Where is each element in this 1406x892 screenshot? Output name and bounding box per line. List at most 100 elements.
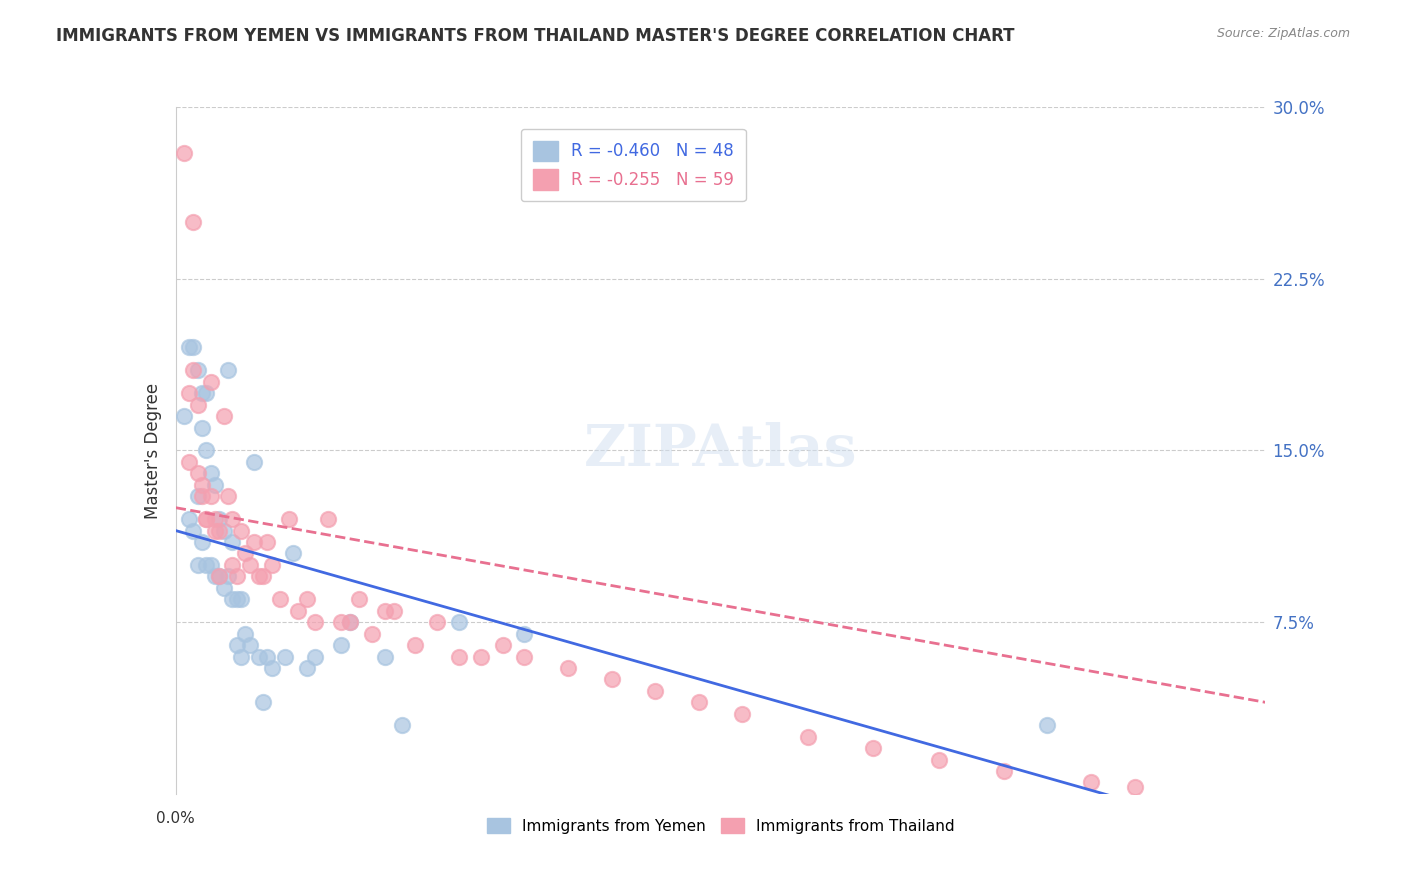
Point xyxy=(191,535,214,549)
Point xyxy=(225,638,247,652)
Point xyxy=(204,478,226,492)
Text: ZIPAtlas: ZIPAtlas xyxy=(583,423,858,478)
Point xyxy=(260,558,283,572)
Point xyxy=(186,398,209,412)
Point xyxy=(304,615,326,630)
Point xyxy=(235,626,257,640)
Point xyxy=(217,569,239,583)
Point xyxy=(513,649,536,664)
Point xyxy=(1036,718,1059,732)
Point xyxy=(796,730,818,744)
Point xyxy=(195,386,218,401)
Point xyxy=(212,524,235,538)
Point xyxy=(177,455,200,469)
Point xyxy=(181,524,204,538)
Point xyxy=(195,558,218,572)
Point xyxy=(195,512,218,526)
Point xyxy=(447,615,470,630)
Point xyxy=(256,649,278,664)
Point xyxy=(391,718,413,732)
Point xyxy=(862,741,884,756)
Point xyxy=(1080,775,1102,789)
Point xyxy=(204,512,226,526)
Point xyxy=(405,638,427,652)
Point xyxy=(447,649,470,664)
Point xyxy=(731,706,754,721)
Text: IMMIGRANTS FROM YEMEN VS IMMIGRANTS FROM THAILAND MASTER'S DEGREE CORRELATION CH: IMMIGRANTS FROM YEMEN VS IMMIGRANTS FROM… xyxy=(56,27,1015,45)
Point xyxy=(318,512,340,526)
Point xyxy=(231,524,253,538)
Point xyxy=(221,535,243,549)
Point xyxy=(256,535,278,549)
Point xyxy=(177,340,200,354)
Point xyxy=(470,649,492,664)
Point xyxy=(243,535,266,549)
Point xyxy=(221,592,243,607)
Point xyxy=(374,604,396,618)
Point xyxy=(252,695,274,709)
Point xyxy=(195,443,218,458)
Point xyxy=(295,592,318,607)
Y-axis label: Master's Degree: Master's Degree xyxy=(143,383,162,518)
Point xyxy=(688,695,710,709)
Point xyxy=(600,673,623,687)
Point xyxy=(173,409,195,424)
Point xyxy=(993,764,1015,778)
Point xyxy=(557,661,579,675)
Point xyxy=(200,467,222,481)
Point xyxy=(239,638,262,652)
Point xyxy=(191,386,214,401)
Legend: Immigrants from Yemen, Immigrants from Thailand: Immigrants from Yemen, Immigrants from T… xyxy=(479,810,962,841)
Point xyxy=(217,363,239,377)
Point xyxy=(252,569,274,583)
Point xyxy=(274,649,297,664)
Point xyxy=(382,604,405,618)
Point xyxy=(374,649,396,664)
Point xyxy=(208,524,231,538)
Point xyxy=(208,569,231,583)
Point xyxy=(200,558,222,572)
Point xyxy=(347,592,370,607)
Point xyxy=(225,569,247,583)
Point xyxy=(235,546,257,561)
Point xyxy=(204,524,226,538)
Point xyxy=(339,615,361,630)
Point xyxy=(186,363,209,377)
Point xyxy=(260,661,283,675)
Point xyxy=(181,363,204,377)
Point xyxy=(200,375,222,389)
Point xyxy=(330,638,353,652)
Point xyxy=(212,581,235,595)
Point xyxy=(295,661,318,675)
Point xyxy=(221,512,243,526)
Point xyxy=(208,569,231,583)
Point xyxy=(269,592,291,607)
Point xyxy=(243,455,266,469)
Point xyxy=(191,478,214,492)
Point xyxy=(212,409,235,424)
Point xyxy=(1123,780,1146,794)
Point xyxy=(217,489,239,503)
Point xyxy=(186,467,209,481)
Point xyxy=(231,592,253,607)
Point xyxy=(492,638,515,652)
Point xyxy=(177,512,200,526)
Point xyxy=(186,558,209,572)
Point xyxy=(200,489,222,503)
Point xyxy=(330,615,353,630)
Text: 0.0%: 0.0% xyxy=(156,811,195,826)
Point xyxy=(283,546,305,561)
Point xyxy=(195,512,218,526)
Point xyxy=(247,649,270,664)
Text: Source: ZipAtlas.com: Source: ZipAtlas.com xyxy=(1216,27,1350,40)
Point xyxy=(304,649,326,664)
Point xyxy=(221,558,243,572)
Point xyxy=(177,386,200,401)
Point xyxy=(208,512,231,526)
Point xyxy=(928,753,950,767)
Point xyxy=(287,604,309,618)
Point xyxy=(181,214,204,228)
Point xyxy=(339,615,361,630)
Point xyxy=(204,569,226,583)
Point xyxy=(191,489,214,503)
